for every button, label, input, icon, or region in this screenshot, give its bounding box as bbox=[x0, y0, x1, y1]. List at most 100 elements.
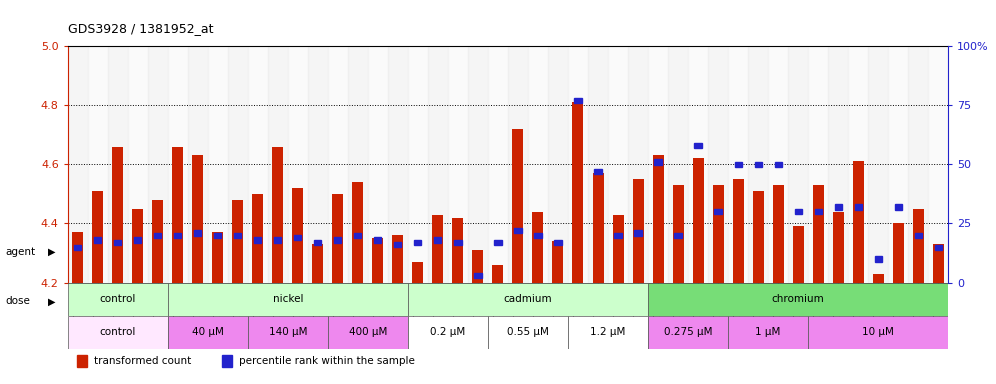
Bar bbox=[412, 262, 423, 283]
Bar bbox=[628, 46, 648, 283]
Bar bbox=[432, 215, 443, 283]
Bar bbox=[192, 156, 203, 283]
Bar bbox=[474, 273, 481, 278]
Bar bbox=[488, 316, 568, 349]
Bar bbox=[248, 316, 328, 349]
Text: 1 μM: 1 μM bbox=[755, 327, 781, 337]
Text: 40 μM: 40 μM bbox=[192, 327, 224, 337]
Bar bbox=[252, 194, 263, 283]
Text: 400 μM: 400 μM bbox=[349, 327, 387, 337]
Bar bbox=[553, 241, 564, 283]
Bar bbox=[73, 232, 84, 283]
Bar bbox=[568, 46, 588, 283]
Bar bbox=[113, 147, 124, 283]
Bar bbox=[115, 240, 122, 245]
Bar bbox=[853, 161, 864, 283]
Bar bbox=[328, 46, 348, 283]
Bar bbox=[768, 46, 788, 283]
Bar bbox=[132, 209, 143, 283]
Bar bbox=[167, 46, 188, 283]
Bar bbox=[528, 46, 548, 283]
Bar bbox=[208, 46, 228, 283]
Bar bbox=[88, 46, 108, 283]
Bar bbox=[394, 242, 401, 247]
Bar bbox=[167, 316, 248, 349]
Bar bbox=[654, 159, 661, 165]
Text: percentile rank within the sample: percentile rank within the sample bbox=[239, 356, 415, 366]
Bar bbox=[254, 237, 261, 243]
Bar bbox=[593, 173, 604, 283]
Bar bbox=[535, 233, 542, 238]
Bar bbox=[773, 185, 784, 283]
Bar bbox=[174, 233, 181, 238]
Bar bbox=[932, 244, 943, 283]
Text: 1.2 μM: 1.2 μM bbox=[591, 327, 625, 337]
Bar bbox=[308, 46, 328, 283]
Bar bbox=[68, 46, 88, 283]
Bar bbox=[533, 212, 544, 283]
Bar bbox=[815, 209, 822, 214]
Bar bbox=[248, 46, 268, 283]
Bar bbox=[414, 240, 421, 245]
Bar bbox=[333, 194, 344, 283]
Bar bbox=[408, 283, 648, 316]
Text: 0.2 μM: 0.2 μM bbox=[430, 327, 465, 337]
Bar bbox=[613, 215, 623, 283]
Bar bbox=[68, 316, 167, 349]
Bar bbox=[293, 188, 304, 283]
Bar bbox=[652, 156, 663, 283]
Bar bbox=[368, 46, 387, 283]
Bar bbox=[188, 46, 208, 283]
Bar bbox=[914, 233, 921, 238]
Bar bbox=[234, 233, 241, 238]
Bar bbox=[632, 179, 643, 283]
Bar bbox=[753, 191, 764, 283]
Bar bbox=[634, 230, 641, 235]
Bar bbox=[608, 46, 628, 283]
Bar bbox=[274, 237, 282, 243]
Bar bbox=[775, 162, 782, 167]
Bar bbox=[408, 316, 488, 349]
Bar bbox=[733, 179, 744, 283]
Bar bbox=[788, 46, 808, 283]
Bar bbox=[674, 233, 681, 238]
Bar bbox=[272, 147, 283, 283]
Bar bbox=[793, 227, 804, 283]
Bar bbox=[387, 46, 408, 283]
Bar bbox=[872, 274, 883, 283]
Bar bbox=[448, 46, 468, 283]
Bar bbox=[668, 46, 688, 283]
Bar bbox=[728, 46, 748, 283]
Bar bbox=[167, 283, 408, 316]
Text: ▶: ▶ bbox=[48, 296, 56, 306]
Bar bbox=[127, 46, 147, 283]
Bar bbox=[74, 245, 82, 250]
Bar bbox=[835, 204, 842, 210]
Bar bbox=[694, 143, 701, 148]
Bar bbox=[452, 218, 463, 283]
Bar bbox=[335, 237, 342, 243]
Bar bbox=[513, 129, 524, 283]
Bar bbox=[373, 238, 383, 283]
Bar bbox=[194, 230, 201, 235]
Bar bbox=[795, 209, 802, 214]
Bar bbox=[892, 223, 903, 283]
Bar bbox=[172, 147, 183, 283]
Bar bbox=[77, 355, 87, 367]
Bar bbox=[615, 233, 622, 238]
Bar bbox=[833, 212, 844, 283]
Bar bbox=[908, 46, 928, 283]
Bar bbox=[734, 162, 742, 167]
Bar bbox=[648, 46, 668, 283]
Bar bbox=[869, 46, 888, 283]
Bar bbox=[134, 237, 141, 243]
Bar bbox=[808, 316, 948, 349]
Bar bbox=[928, 46, 948, 283]
Bar bbox=[408, 46, 428, 283]
Text: GDS3928 / 1381952_at: GDS3928 / 1381952_at bbox=[68, 22, 213, 35]
Text: control: control bbox=[100, 327, 135, 337]
Text: 10 μM: 10 μM bbox=[863, 327, 894, 337]
Bar bbox=[454, 240, 461, 245]
Bar bbox=[808, 46, 828, 283]
Bar bbox=[315, 240, 322, 245]
